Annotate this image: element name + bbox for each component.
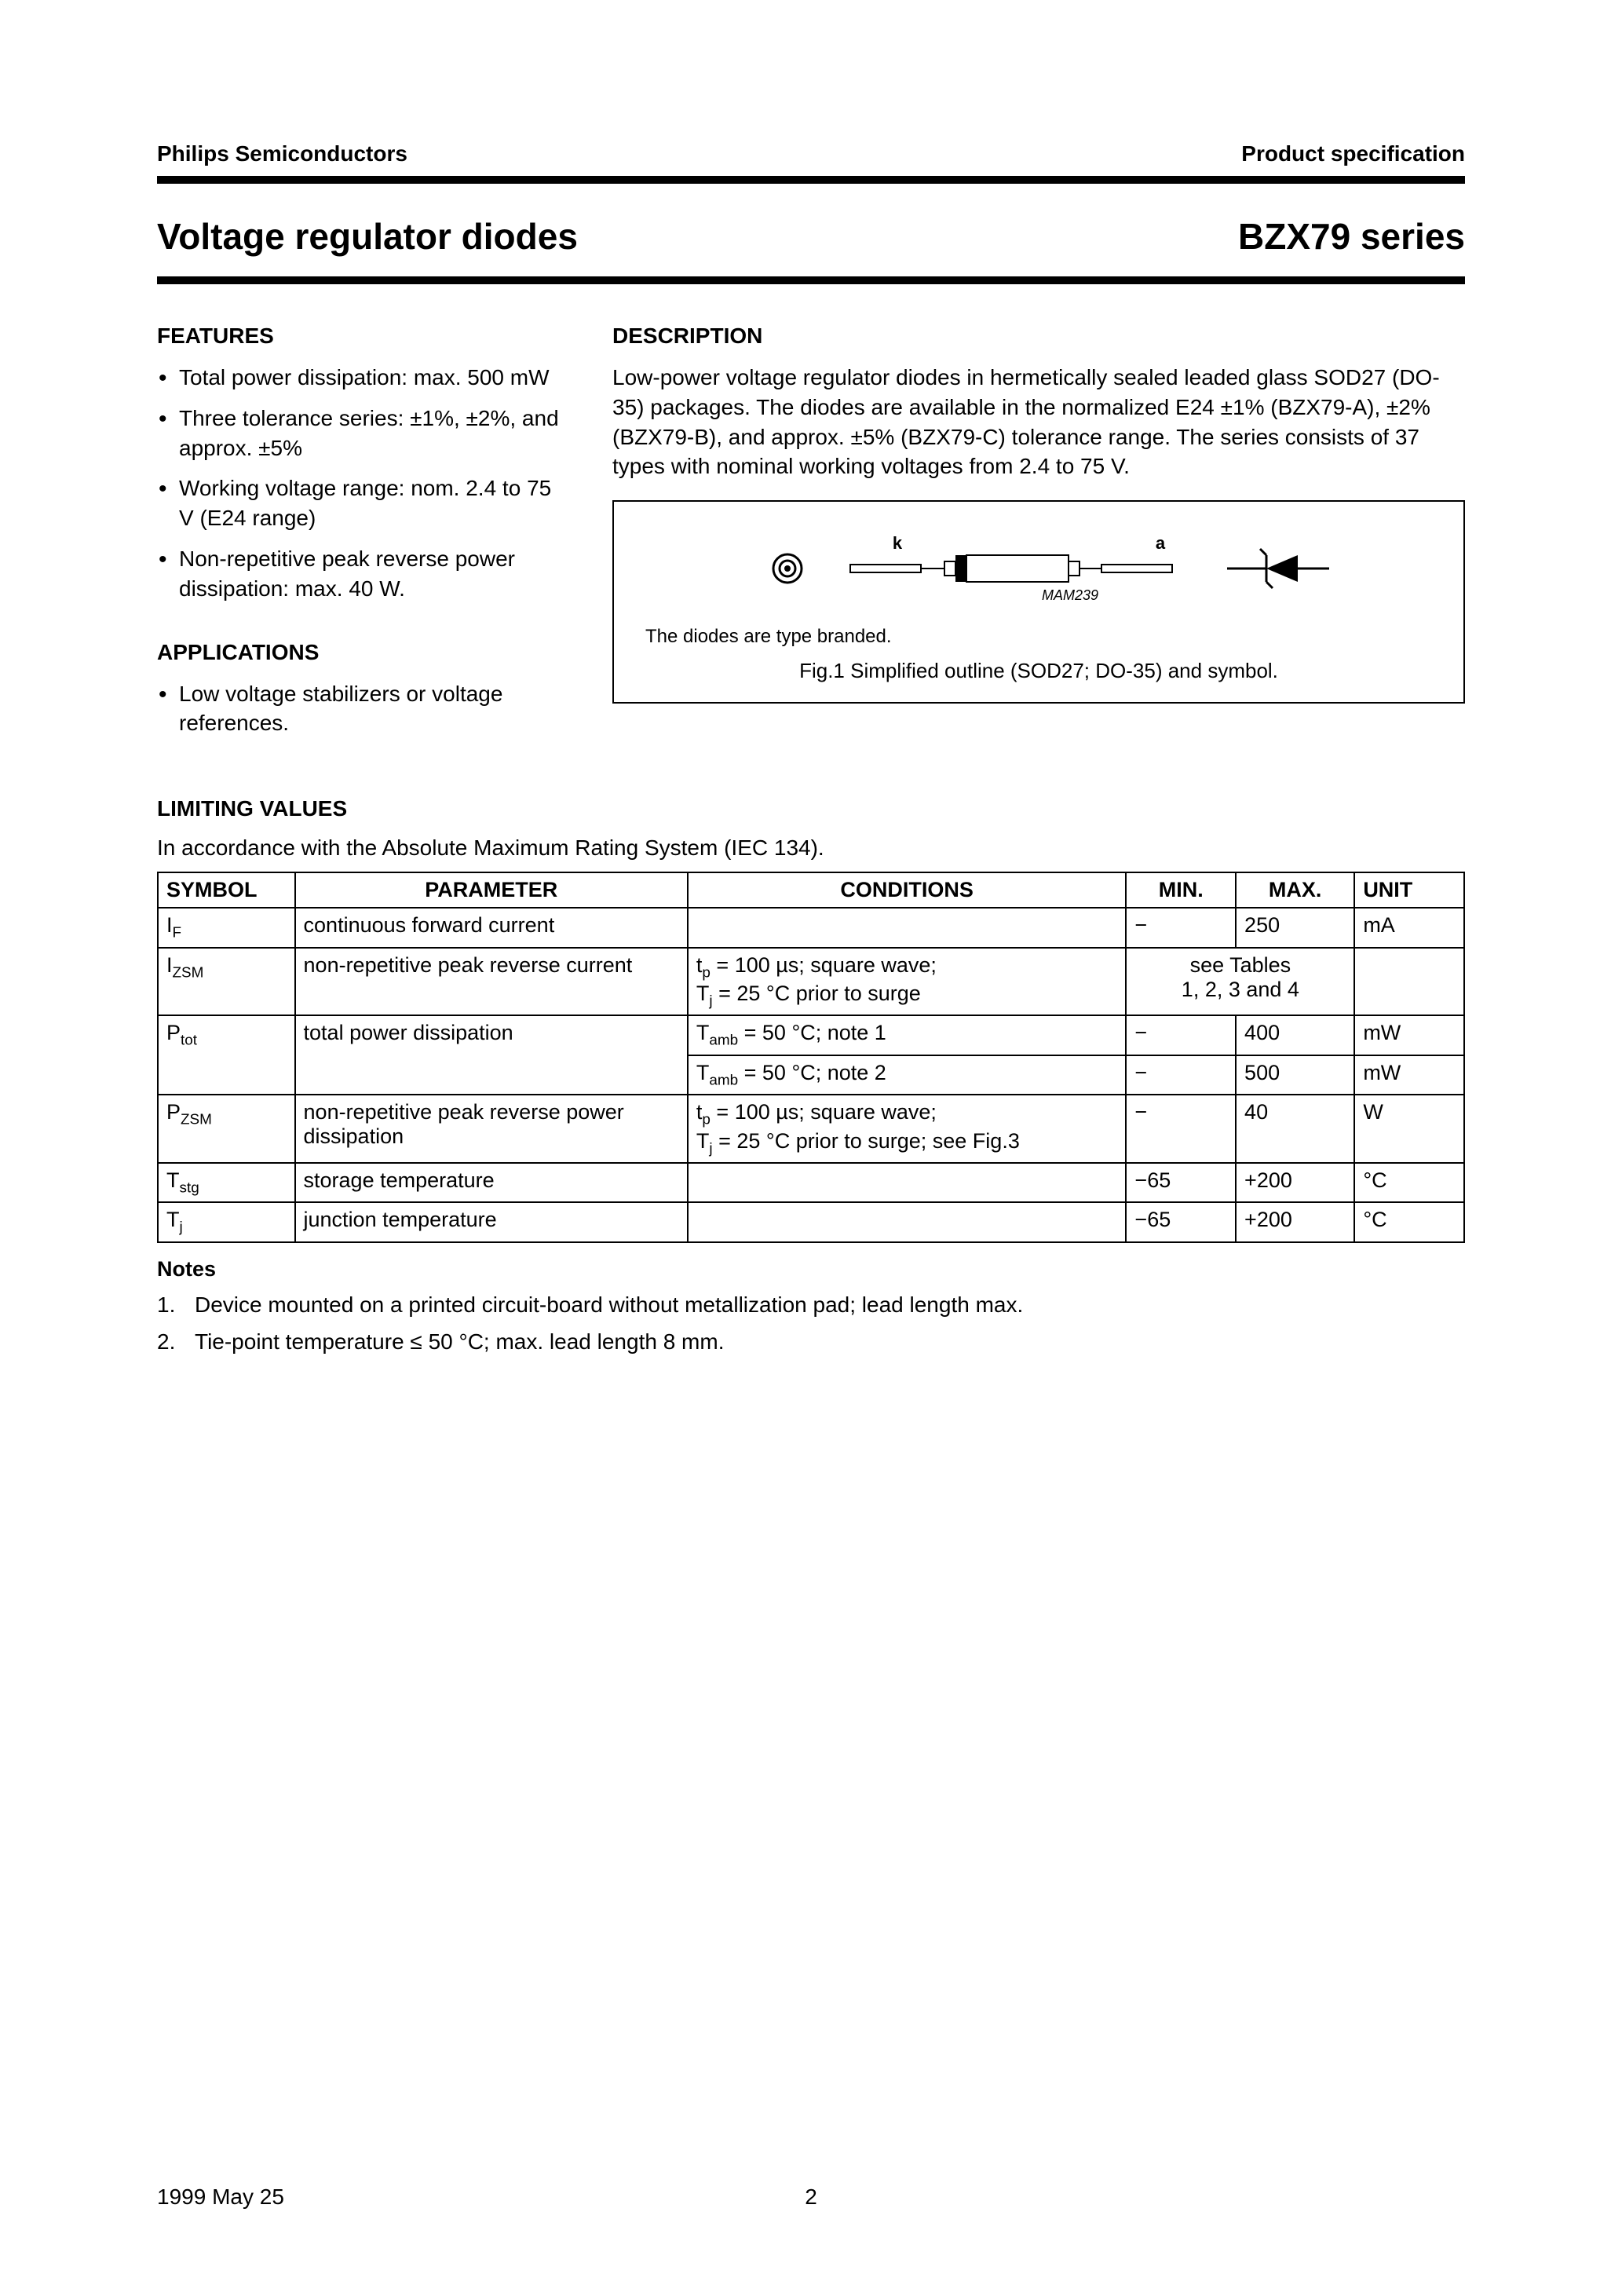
cell-max: 500: [1236, 1055, 1354, 1095]
col-min: MIN.: [1126, 872, 1236, 908]
feature-item: Three tolerance series: ±1%, ±2%, and ap…: [157, 404, 565, 463]
table-header-row: SYMBOL PARAMETER CONDITIONS MIN. MAX. UN…: [158, 872, 1464, 908]
title-row: Voltage regulator diodes BZX79 series: [157, 184, 1465, 284]
figure-box: k a: [612, 500, 1465, 704]
left-column: FEATURES Total power dissipation: max. 5…: [157, 324, 565, 749]
cell-parameter: storage temperature: [295, 1163, 688, 1202]
table-row: Tstgstorage temperature −65+200°C: [158, 1163, 1464, 1202]
cell-symbol: PZSM: [158, 1095, 295, 1163]
cell-unit: mW: [1354, 1055, 1464, 1095]
fig-code: MAM239: [1042, 587, 1098, 603]
note-item: 1.Device mounted on a printed circuit-bo…: [157, 1289, 1465, 1320]
col-max: MAX.: [1236, 872, 1354, 908]
cell-parameter: junction temperature: [295, 1202, 688, 1241]
cell-conditions: tp = 100 µs; square wave;Tj = 25 °C prio…: [688, 1095, 1127, 1163]
applications-list: Low voltage stabilizers or voltage refer…: [157, 679, 565, 739]
cell-min: −: [1126, 1015, 1236, 1055]
notes-heading: Notes: [157, 1257, 1465, 1281]
cell-conditions: [688, 1202, 1127, 1241]
cell-min: −65: [1126, 1202, 1236, 1241]
description-text: Low-power voltage regulator diodes in he…: [612, 363, 1465, 481]
feature-item: Non-repetitive peak reverse power dissip…: [157, 544, 565, 604]
cell-conditions: tp = 100 µs; square wave;Tj = 25 °C prio…: [688, 948, 1127, 1016]
right-column: DESCRIPTION Low-power voltage regulator …: [612, 324, 1465, 749]
table-row: Ptottotal power dissipationTamb = 50 °C;…: [158, 1015, 1464, 1055]
cell-unit: mA: [1354, 908, 1464, 947]
limiting-values-table: SYMBOL PARAMETER CONDITIONS MIN. MAX. UN…: [157, 872, 1465, 1243]
cell-parameter: non-repetitive peak reverse current: [295, 948, 688, 1016]
cell-symbol: Ptot: [158, 1015, 295, 1095]
description-heading: DESCRIPTION: [612, 324, 1465, 349]
cell-min: −: [1126, 908, 1236, 947]
cell-max: 400: [1236, 1015, 1354, 1055]
application-item: Low voltage stabilizers or voltage refer…: [157, 679, 565, 739]
cell-max: +200: [1236, 1163, 1354, 1202]
note-item: 2.Tie-point temperature ≤ 50 °C; max. le…: [157, 1326, 1465, 1357]
footer-spacer: [1029, 2184, 1465, 2210]
feature-item: Total power dissipation: max. 500 mW: [157, 363, 565, 393]
figure-caption: Fig.1 Simplified outline (SOD27; DO-35) …: [630, 659, 1448, 683]
col-unit: UNIT: [1354, 872, 1464, 908]
figure-branded-note: The diodes are type branded.: [645, 626, 1448, 648]
cell-max: 40: [1236, 1095, 1354, 1163]
cell-conditions: Tamb = 50 °C; note 1: [688, 1015, 1127, 1055]
table-row: Tjjunction temperature −65+200°C: [158, 1202, 1464, 1241]
footer-page-number: 2: [593, 2184, 1028, 2210]
notes-block: Notes 1.Device mounted on a printed circ…: [157, 1257, 1465, 1357]
footer-date: 1999 May 25: [157, 2184, 593, 2210]
features-heading: FEATURES: [157, 324, 565, 349]
cell-parameter: total power dissipation: [295, 1015, 688, 1095]
cell-merged-minmax: see Tables1, 2, 3 and 4: [1126, 948, 1354, 1016]
page-footer: 1999 May 25 2: [157, 2184, 1465, 2210]
cell-symbol: IZSM: [158, 948, 295, 1016]
cell-unit: [1354, 948, 1464, 1016]
cell-symbol: Tstg: [158, 1163, 295, 1202]
header-right: Product specification: [1241, 141, 1465, 166]
limiting-subtext: In accordance with the Absolute Maximum …: [157, 835, 1465, 861]
limiting-values-block: LIMITING VALUES In accordance with the A…: [157, 796, 1465, 1243]
figure-drawing: k a: [630, 525, 1448, 612]
col-symbol: SYMBOL: [158, 872, 295, 908]
a-label: a: [1156, 533, 1166, 553]
limiting-heading: LIMITING VALUES: [157, 796, 1465, 821]
cell-symbol: Tj: [158, 1202, 295, 1241]
features-list: Total power dissipation: max. 500 mW Thr…: [157, 363, 565, 604]
cell-symbol: IF: [158, 908, 295, 947]
col-conditions: CONDITIONS: [688, 872, 1127, 908]
content-two-col: FEATURES Total power dissipation: max. 5…: [157, 324, 1465, 749]
cell-min: −65: [1126, 1163, 1236, 1202]
cell-unit: W: [1354, 1095, 1464, 1163]
applications-block: APPLICATIONS Low voltage stabilizers or …: [157, 640, 565, 739]
page-header: Philips Semiconductors Product specifica…: [157, 141, 1465, 184]
col-parameter: PARAMETER: [295, 872, 688, 908]
table-row: IFcontinuous forward current −250mA: [158, 908, 1464, 947]
cell-min: −: [1126, 1055, 1236, 1095]
header-left: Philips Semiconductors: [157, 141, 407, 166]
cell-max: +200: [1236, 1202, 1354, 1241]
table-row: IZSMnon-repetitive peak reverse currentt…: [158, 948, 1464, 1016]
cell-parameter: continuous forward current: [295, 908, 688, 947]
cell-conditions: Tamb = 50 °C; note 2: [688, 1055, 1127, 1095]
cell-parameter: non-repetitive peak reverse power dissip…: [295, 1095, 688, 1163]
cell-min: −: [1126, 1095, 1236, 1163]
table-row: PZSMnon-repetitive peak reverse power di…: [158, 1095, 1464, 1163]
cell-unit: mW: [1354, 1015, 1464, 1055]
cell-unit: °C: [1354, 1202, 1464, 1241]
page-title: Voltage regulator diodes: [157, 215, 578, 258]
applications-heading: APPLICATIONS: [157, 640, 565, 665]
k-label: k: [893, 533, 903, 553]
cell-conditions: [688, 1163, 1127, 1202]
cell-max: 250: [1236, 908, 1354, 947]
cell-conditions: [688, 908, 1127, 947]
cell-unit: °C: [1354, 1163, 1464, 1202]
series-name: BZX79 series: [1238, 215, 1465, 258]
notes-list: 1.Device mounted on a printed circuit-bo…: [157, 1289, 1465, 1357]
feature-item: Working voltage range: nom. 2.4 to 75 V …: [157, 473, 565, 533]
